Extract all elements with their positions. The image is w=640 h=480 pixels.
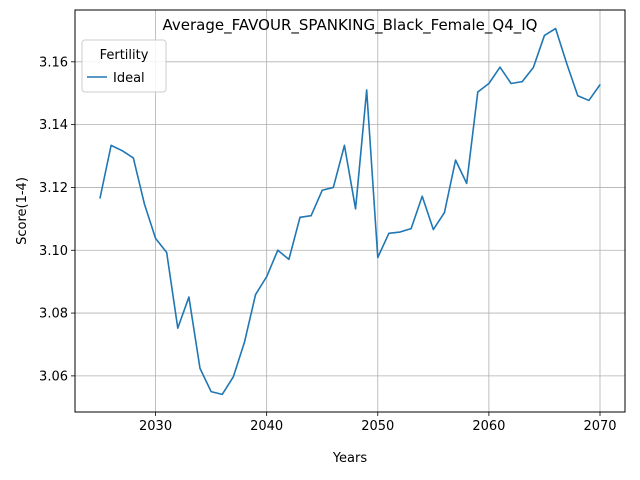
data-point — [399, 231, 401, 233]
data-point — [377, 256, 379, 259]
data-point — [599, 84, 601, 86]
data-point — [232, 376, 234, 378]
plot-area-frame — [74, 9, 626, 413]
data-point — [299, 216, 301, 218]
data-point — [499, 66, 501, 68]
data-point — [477, 91, 479, 93]
series-layer — [99, 27, 601, 396]
x-tick-label: 2040 — [250, 419, 283, 434]
chart-title: Average_FAVOUR_SPANKING_Black_Female_Q4_… — [163, 16, 538, 35]
x-tick-label: 2070 — [583, 419, 616, 434]
data-point — [366, 89, 368, 91]
y-tick-label: 3.08 — [39, 307, 68, 322]
data-point — [521, 81, 523, 83]
y-tick-label: 3.16 — [39, 55, 68, 70]
data-point — [543, 34, 546, 37]
data-point — [354, 208, 357, 210]
data-point — [466, 182, 468, 184]
data-point — [221, 393, 223, 396]
data-point — [210, 390, 212, 393]
data-point — [288, 258, 290, 260]
data-point — [332, 186, 334, 189]
data-point — [143, 203, 146, 205]
data-point — [588, 99, 590, 102]
data-point — [532, 66, 534, 69]
legend: Fertility Ideal — [81, 39, 167, 93]
data-point — [154, 237, 157, 239]
data-point — [199, 367, 201, 369]
x-tick-label: 2060 — [472, 419, 505, 434]
data-point — [343, 144, 346, 146]
data-point — [310, 215, 312, 217]
data-point — [566, 62, 568, 64]
data-point — [110, 144, 112, 146]
data-point — [554, 27, 557, 30]
data-point — [388, 232, 390, 234]
data-point — [166, 251, 168, 254]
series-line-ideal — [99, 27, 601, 396]
y-tick-label: 3.06 — [39, 369, 68, 384]
data-point — [410, 227, 412, 230]
x-tick-label: 2030 — [139, 419, 172, 434]
y-axis-label: Score(1-4) — [15, 177, 30, 245]
grid-lines — [75, 10, 625, 412]
data-point — [443, 211, 446, 214]
data-point — [488, 82, 490, 85]
data-point — [266, 276, 268, 278]
legend-label-ideal: Ideal — [113, 71, 145, 86]
y-tick-label: 3.10 — [39, 244, 68, 259]
axis-ticks: 2030 2040 2050 2060 2070 3.06 3.08 3.10 3.12 3.14… — [39, 55, 617, 434]
data-point — [432, 228, 434, 231]
x-tick-label: 2050 — [361, 419, 394, 434]
legend-title: Fertility — [100, 48, 149, 63]
data-point — [510, 82, 512, 85]
data-point — [254, 293, 257, 296]
legend-box — [81, 39, 167, 93]
data-point — [454, 159, 457, 161]
y-tick-label: 3.14 — [39, 118, 68, 133]
data-point — [177, 327, 179, 329]
data-point — [277, 249, 279, 251]
data-point — [421, 195, 423, 197]
data-point — [188, 296, 190, 298]
data-point — [121, 150, 123, 152]
data-point — [577, 95, 579, 97]
data-point — [99, 197, 101, 199]
data-point — [132, 157, 134, 159]
y-tick-label: 3.12 — [39, 181, 68, 196]
x-axis-label: Years — [332, 451, 368, 466]
data-point — [243, 341, 246, 343]
data-point — [321, 189, 323, 191]
